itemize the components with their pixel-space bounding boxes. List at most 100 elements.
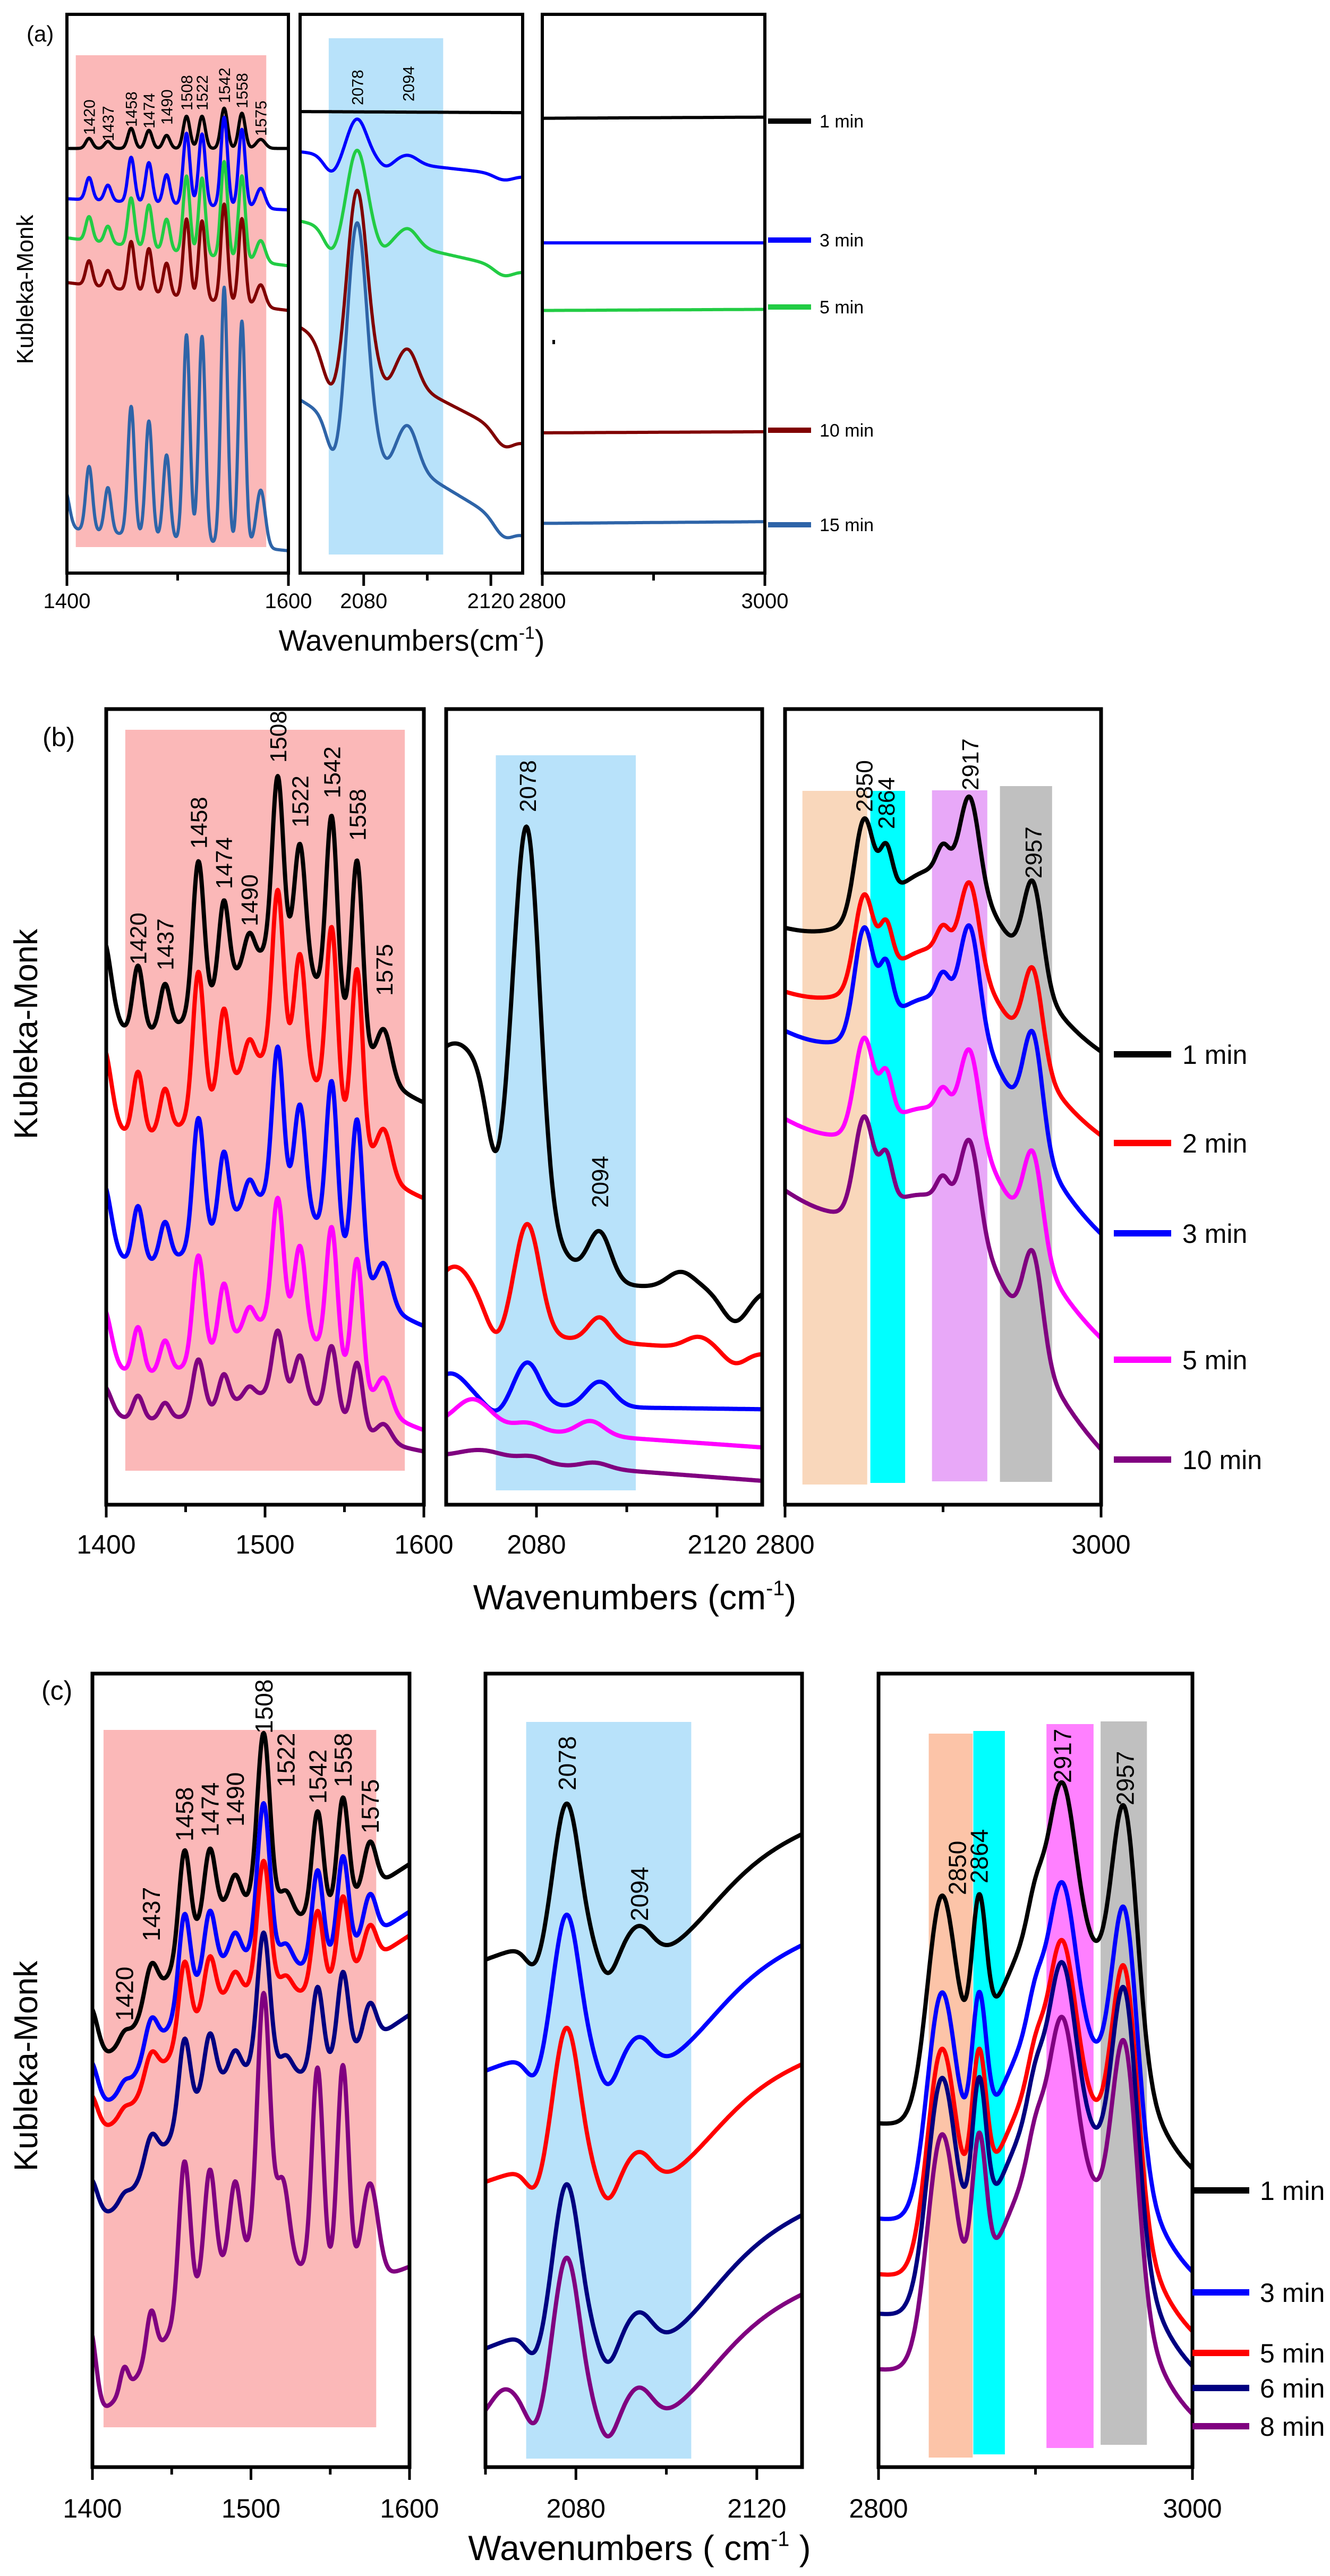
peak-label: 1542	[319, 746, 345, 798]
legend: 1 min 3 min 5 min 6 min 8 min	[1192, 2176, 1325, 2442]
peak-label: 2094	[400, 66, 417, 101]
peak-label: 1420	[110, 1967, 138, 2021]
series-line-10-min	[67, 202, 288, 312]
peak-label: 1437	[138, 1887, 165, 1941]
x-axis-title: Wavenumbers ( cm-1 )	[468, 2528, 811, 2568]
series-line-10-min	[300, 189, 523, 449]
peak-label: 1458	[123, 91, 141, 127]
peak-label: 1542	[304, 1750, 331, 1804]
peak-label: 2850	[852, 760, 878, 812]
x-tick-label: 3000	[741, 590, 789, 613]
x-tick-label: 2800	[849, 2494, 908, 2523]
legend-item: 1 min	[1192, 2176, 1325, 2206]
series-line-15-min	[67, 285, 288, 552]
series-line-3-min	[446, 1360, 762, 1413]
legend-label: 5 min	[1260, 2339, 1325, 2368]
x-tick-label: 2080	[340, 590, 387, 613]
legend-item: 6 min	[1192, 2374, 1325, 2403]
panel-label: (b)	[42, 722, 75, 752]
subplot-2: 2080 2120 2078 2094	[444, 707, 764, 1559]
legend-label: 3 min	[1260, 2278, 1325, 2308]
highlight-band	[125, 730, 405, 1471]
series-line-10-min	[785, 1114, 1101, 1451]
legend-label: 1 min	[820, 112, 864, 132]
peak-label: 1522	[272, 1733, 300, 1787]
series-line-5-min	[300, 149, 523, 278]
legend: 1 min 2 min 3 min 5 min 10 min	[1114, 1040, 1262, 1475]
series-line-5-min	[485, 2026, 802, 2200]
peak-label: 1474	[196, 1782, 224, 1837]
series-line-10-min	[106, 1328, 424, 1454]
legend-item: 3 min	[1192, 2278, 1325, 2308]
highlight-band	[870, 791, 906, 1483]
x-tick-label: 1500	[221, 2494, 280, 2523]
series-line-5-min	[785, 1035, 1101, 1340]
series-line-1-min	[92, 1730, 410, 2054]
x-tick-label: 3000	[1163, 2494, 1222, 2523]
x-tick-label: 1400	[76, 1530, 135, 1559]
x-axis-title-main: Wavenumbers(cm	[279, 624, 519, 657]
series-line-5-min	[446, 1397, 762, 1450]
legend-item: 1 min	[1114, 1040, 1247, 1070]
series-line-6-min	[879, 1960, 1192, 2368]
x-axis-title: Wavenumbers (cm-1)	[473, 1577, 797, 1617]
peak-label: 2917	[958, 738, 984, 790]
peak-label: 1508	[266, 711, 292, 763]
series-line-8-min	[879, 2015, 1192, 2416]
legend-item: 3 min	[1114, 1219, 1247, 1249]
legend-item: 2 min	[1114, 1129, 1247, 1158]
legend-label: 2 min	[1182, 1129, 1247, 1158]
x-tick-label: 3000	[1071, 1530, 1130, 1559]
series-line-3-min	[67, 115, 288, 212]
subplot-3: 2800 3000	[519, 13, 789, 613]
series-line-8-min	[92, 1991, 410, 2408]
peak-label: 2094	[587, 1156, 613, 1208]
series-line-1-min	[446, 824, 762, 1324]
peak-label: 2917	[1048, 1729, 1076, 1783]
series-line-5-min	[542, 308, 765, 312]
peak-label: 1458	[171, 1787, 199, 1841]
peak-label: 1474	[141, 93, 158, 129]
x-tick-label: 1600	[265, 590, 312, 613]
peak-label: 1458	[186, 797, 212, 849]
x-axis-title-sup: -1	[766, 1577, 785, 1600]
legend-label: 3 min	[820, 231, 864, 251]
series-line-3-min	[92, 1801, 410, 2102]
legend-label: 15 min	[820, 515, 874, 535]
series-line-1-min	[542, 115, 765, 120]
legend-label: 6 min	[1260, 2374, 1325, 2403]
peak-label: 2094	[626, 1867, 653, 1921]
x-tick-label: 1400	[44, 590, 91, 613]
highlight-band	[1046, 1724, 1094, 2448]
series-line-8-min	[485, 2255, 802, 2438]
series-line-5-min	[67, 160, 288, 268]
peak-label: 1522	[288, 775, 314, 828]
series-line-5-min	[106, 1196, 424, 1432]
highlight-band	[932, 790, 987, 1481]
panel-label: (a)	[27, 21, 54, 46]
legend: 1 min 3 min 5 min 10 min 15 min	[768, 112, 874, 535]
peak-label: 1522	[194, 75, 211, 110]
x-axis-title: Wavenumbers(cm-1)	[279, 624, 545, 657]
series-line-3-min	[300, 117, 523, 182]
legend-label: 10 min	[1182, 1445, 1262, 1475]
peak-label: 2957	[1021, 826, 1047, 878]
legend-item: 3 min	[768, 231, 864, 251]
series-line-1-min	[106, 774, 424, 1105]
series-line-2-min	[785, 880, 1101, 1138]
peak-label: 1508	[250, 1679, 278, 1734]
peak-label: 1558	[329, 1733, 357, 1787]
legend-label: 5 min	[820, 297, 864, 318]
x-axis-title-main: Wavenumbers ( cm	[468, 2528, 771, 2568]
peak-label: 1508	[178, 75, 196, 110]
legend-item: 10 min	[768, 421, 874, 441]
peak-label: 1575	[372, 944, 398, 996]
x-tick-label: 2080	[507, 1530, 566, 1559]
legend-label: 10 min	[820, 421, 874, 441]
series-line-15-min	[300, 221, 523, 540]
x-tick-label: 2120	[467, 590, 515, 613]
